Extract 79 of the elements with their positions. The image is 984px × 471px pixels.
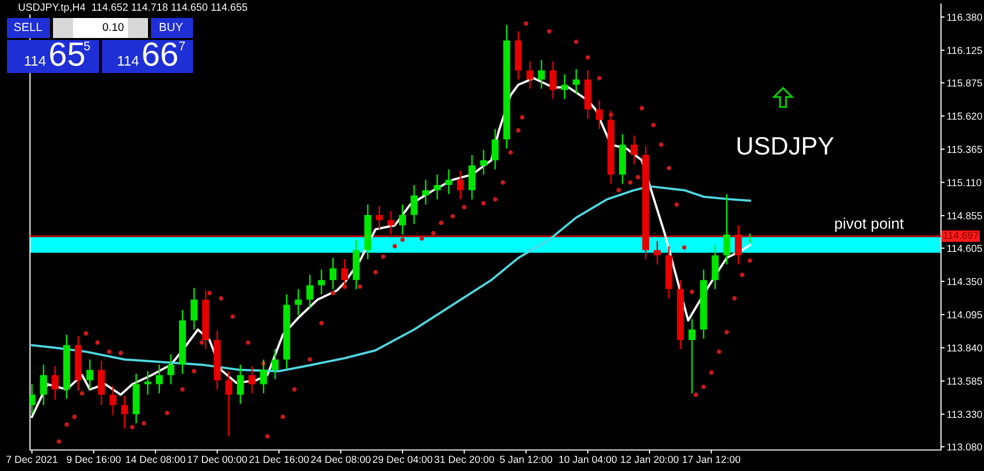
annotation: 0.10: [102, 23, 124, 31]
x-tick-label: 5 Jan 12:00: [500, 456, 552, 464]
x-tick-label: 31 Dec 20:00: [434, 456, 494, 464]
band-label: pivot point: [835, 218, 904, 232]
y-tick-label: 115.365: [947, 146, 982, 153]
candlestick: [306, 274, 314, 310]
annotation: 65: [50, 42, 84, 66]
candlestick: [572, 68, 580, 95]
annotation: 66: [143, 42, 178, 66]
candlestick: [225, 370, 232, 438]
x-tick-label: 21 Dec 16:00: [249, 456, 309, 464]
y-tick-label: 115.875: [947, 79, 982, 87]
candlestick: [630, 134, 638, 165]
y-tick-label: 113.330: [947, 410, 982, 418]
candlestick: [156, 364, 163, 394]
x-tick-label: 10 Jan 04:00: [559, 456, 617, 464]
candlestick: [236, 364, 244, 404]
annotation: SELL: [14, 22, 42, 32]
y-tick-label: 114.095: [947, 311, 982, 318]
candlestick: [167, 354, 174, 385]
y-tick-label: 114.605: [947, 244, 982, 252]
candlestick: [387, 210, 394, 236]
annotation: 7: [179, 42, 185, 50]
candlestick: [410, 184, 418, 225]
x-tick-label: 7 Dec 2021: [6, 456, 58, 464]
annotation: 114: [118, 56, 139, 66]
y-tick-label: 116.125: [947, 46, 982, 54]
candlestick: [190, 287, 198, 330]
candlestick: [272, 348, 279, 380]
chart-title: USDJPY.tp,H4 114.652 114.718 114.650 114.655: [18, 3, 248, 13]
candlestick: [86, 358, 94, 390]
candlestick: [294, 288, 302, 316]
candlestick: [746, 232, 754, 243]
x-tick-label: 17 Dec 00:00: [188, 456, 247, 464]
candlestick: [492, 128, 499, 170]
annotation: BUY: [160, 22, 183, 32]
x-tick-label: 17 Jan 12:00: [682, 456, 740, 464]
y-tick-label: 113.080: [947, 443, 982, 451]
candlestick: [480, 149, 488, 176]
y-tick-label: 114.855: [947, 212, 982, 220]
candlestick: [330, 257, 336, 290]
candlestick: [52, 365, 59, 401]
candlestick: [110, 384, 116, 416]
candlestick: [40, 364, 47, 406]
candlestick: [538, 59, 545, 90]
x-tick-label: 9 Dec 16:00: [66, 456, 121, 464]
candlestick: [688, 318, 696, 394]
y-tick-label: 116.380: [947, 14, 982, 21]
x-tick-label: 24 Dec 08:00: [311, 456, 371, 464]
candlestick: [734, 224, 742, 266]
y-tick-label: 113.840: [947, 344, 982, 352]
candlestick: [248, 365, 256, 394]
candlestick: [723, 193, 730, 266]
ref-line-label: 114.697: [944, 232, 978, 239]
x-tick-label: 12 Jan 20:00: [621, 456, 678, 464]
candlestick: [550, 60, 557, 100]
y-tick-label: 115.110: [947, 178, 982, 186]
candlestick: [399, 204, 406, 236]
candlestick: [561, 74, 568, 100]
y-tick-label: 115.620: [947, 112, 982, 120]
line-series: [30, 185, 752, 372]
candlestick: [434, 174, 441, 200]
candlestick: [376, 205, 383, 230]
annotation: 5: [84, 42, 90, 50]
y-tick-label: 114.350: [947, 278, 982, 286]
candlestick: [144, 370, 152, 396]
x-tick-label: 29 Dec 04:00: [372, 456, 432, 464]
x-tick-label: 14 Dec 08:00: [126, 456, 186, 464]
annotation: 114: [24, 56, 46, 66]
candlestick: [445, 168, 452, 195]
candlestick: [422, 179, 430, 206]
candlestick: [121, 395, 128, 430]
candlestick: [318, 268, 325, 296]
candlestick: [596, 100, 603, 130]
candlestick: [526, 60, 534, 90]
y-tick-label: 113.585: [947, 378, 982, 385]
candlestick: [456, 170, 464, 200]
annotation: USDJPY: [738, 137, 834, 155]
candlestick: [654, 240, 661, 266]
